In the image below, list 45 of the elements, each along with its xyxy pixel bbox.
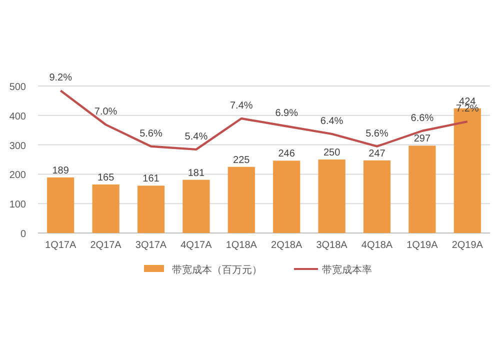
y-tick-label: 200 xyxy=(9,170,26,182)
data-label: 189 xyxy=(52,165,70,176)
data-label: 247 xyxy=(368,148,386,160)
data-label: 5.6% xyxy=(140,128,163,140)
data-label: 250 xyxy=(323,148,341,158)
x-tick-label: 2Q17A xyxy=(90,240,122,251)
bar xyxy=(137,186,165,233)
x-tick-label: 4Q17A xyxy=(180,240,212,251)
data-label: 246 xyxy=(278,148,296,160)
data-label: 161 xyxy=(142,174,160,185)
data-label: 5.6% xyxy=(366,128,389,140)
x-tick-label: 3Q18A xyxy=(316,240,348,251)
data-label: 6.4% xyxy=(320,116,344,127)
x-tick-label: 1Q18A xyxy=(226,240,258,251)
bar xyxy=(182,180,210,233)
y-tick-label: 0 xyxy=(20,229,26,240)
x-tick-label: 2Q19A xyxy=(452,240,484,251)
legend-label: 带宽成本（百万元） xyxy=(172,264,262,276)
bar xyxy=(228,166,255,233)
data-label: 9.2% xyxy=(49,72,72,84)
y-tick-label: 500 xyxy=(9,82,26,93)
bar xyxy=(273,160,300,233)
y-tick-label: 300 xyxy=(9,140,26,152)
bar xyxy=(47,177,74,233)
y-tick-label: 400 xyxy=(9,111,26,122)
data-label: 6.9% xyxy=(275,108,298,120)
data-label: 6.6% xyxy=(410,112,434,124)
data-label: 165 xyxy=(97,172,115,184)
bar xyxy=(408,146,436,233)
data-label: 5.4% xyxy=(184,131,208,142)
data-label: 225 xyxy=(233,154,250,166)
bar xyxy=(318,160,346,233)
data-label: 297 xyxy=(414,134,431,145)
bar xyxy=(92,184,120,233)
data-label: 7.4% xyxy=(230,100,253,112)
data-label: 181 xyxy=(188,168,205,179)
bar xyxy=(363,160,391,233)
x-tick-label: 3Q17A xyxy=(135,240,167,251)
x-tick-label: 1Q17A xyxy=(45,240,76,251)
legend-label: 带宽成本率 xyxy=(322,264,372,276)
x-tick-label: 2Q18A xyxy=(271,240,302,251)
data-label: 7.0% xyxy=(94,106,118,118)
x-tick-label: 4Q18A xyxy=(361,240,393,251)
y-tick-label: 100 xyxy=(9,200,26,211)
x-tick-label: 1Q19A xyxy=(406,240,438,251)
